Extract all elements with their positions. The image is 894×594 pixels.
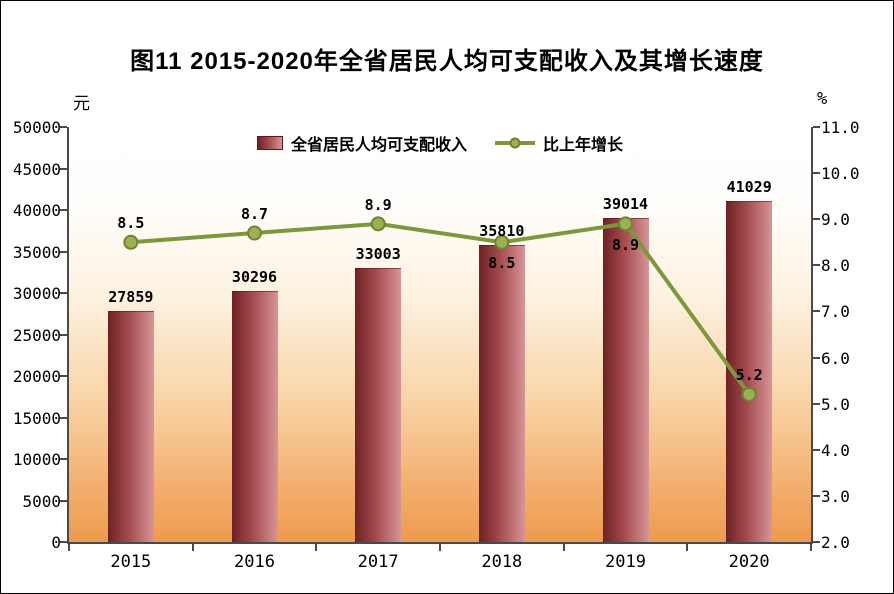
bar-2017 xyxy=(355,268,402,542)
line-point-marker xyxy=(370,216,386,232)
bar-2015 xyxy=(107,310,154,542)
line-point-marker xyxy=(123,234,139,250)
left-axis-tick xyxy=(60,541,67,543)
line-point-marker xyxy=(494,234,510,250)
right-axis-tick-label: 11.0 xyxy=(821,118,860,137)
left-axis-tick-label: 15000 xyxy=(12,408,61,428)
left-axis-tick-label: 40000 xyxy=(12,201,61,220)
left-axis-line xyxy=(67,127,69,544)
x-axis-tick xyxy=(810,544,812,551)
left-axis-tick xyxy=(60,333,67,336)
x-axis-label: 2018 xyxy=(481,552,523,572)
x-axis-label: 2020 xyxy=(728,552,770,572)
growth-value-label: 8.7 xyxy=(240,205,269,224)
line-point-marker xyxy=(741,386,757,402)
bar-2019 xyxy=(602,218,649,542)
legend-item-income: 全省居民人均可支配收入 xyxy=(256,131,467,155)
line-series-swatch xyxy=(495,137,535,149)
left-axis-tick-label: 10000 xyxy=(12,450,61,469)
legend-item-growth: 比上年增长 xyxy=(495,131,623,155)
x-axis-line xyxy=(67,542,813,544)
bar-2018 xyxy=(478,244,525,542)
x-axis-tick xyxy=(439,544,441,551)
right-axis-tick xyxy=(813,310,820,313)
right-axis-unit-label: % xyxy=(817,89,828,109)
right-axis-tick-label: 8.0 xyxy=(821,256,850,276)
left-axis-tick-label: 0 xyxy=(51,533,61,552)
right-axis-tick xyxy=(813,172,820,175)
right-axis-tick-label: 9.0 xyxy=(821,210,850,230)
right-axis-tick-label: 10.0 xyxy=(821,164,860,184)
bar-value-label: 27859 xyxy=(108,287,154,306)
right-axis-tick xyxy=(813,402,820,405)
left-axis-tick-label: 25000 xyxy=(12,325,61,345)
left-axis-tick-label: 50000 xyxy=(12,118,61,137)
x-axis-label: 2017 xyxy=(357,552,399,572)
left-axis-tick xyxy=(60,167,67,170)
x-axis-tick xyxy=(562,544,565,551)
legend-label-growth: 比上年增长 xyxy=(543,137,624,154)
line-point-marker xyxy=(618,216,633,232)
bar-value-label: 39014 xyxy=(602,195,649,214)
left-axis-tick xyxy=(60,126,67,128)
bar-series-swatch xyxy=(256,136,283,150)
left-axis-tick-label: 35000 xyxy=(12,242,61,262)
right-axis-tick xyxy=(813,494,820,497)
right-axis-tick-label: 2.0 xyxy=(821,533,850,552)
left-axis-tick xyxy=(60,292,67,294)
bar-value-label: 41029 xyxy=(726,178,772,197)
growth-value-label: 8.5 xyxy=(488,254,516,273)
growth-value-label: 5.2 xyxy=(735,366,763,385)
bar-value-label: 33003 xyxy=(355,245,401,264)
left-axis-tick xyxy=(60,499,67,502)
left-axis-tick xyxy=(60,250,67,253)
bar-2016 xyxy=(231,290,278,542)
bar-value-label: 30296 xyxy=(231,267,278,286)
right-axis-line xyxy=(811,127,813,544)
legend: 全省居民人均可支配收入 比上年增长 xyxy=(69,131,811,155)
x-axis-tick xyxy=(315,544,318,551)
left-axis-tick xyxy=(60,458,67,460)
chart-title: 图11 2015-2020年全省居民人均可支配收入及其增长速度 xyxy=(130,48,764,75)
left-axis-tick-label: 20000 xyxy=(12,367,61,386)
growth-line xyxy=(123,216,757,402)
growth-value-label: 8.9 xyxy=(611,235,640,254)
left-axis-unit-label: 元 xyxy=(73,94,90,114)
left-axis-tick-label: 5000 xyxy=(22,491,61,511)
growth-value-label: 8.5 xyxy=(117,214,145,233)
left-axis-tick xyxy=(60,209,67,211)
right-axis-tick xyxy=(813,218,820,221)
right-axis-tick-label: 5.0 xyxy=(821,394,850,414)
left-axis-tick-label: 45000 xyxy=(12,159,61,179)
right-axis-tick xyxy=(813,264,820,267)
right-axis-tick xyxy=(813,356,820,359)
x-axis-tick xyxy=(68,544,70,551)
bar-value-label: 35810 xyxy=(479,221,525,240)
line-point-marker xyxy=(247,225,262,241)
left-axis-tick xyxy=(60,416,67,419)
line-marker-icon xyxy=(509,137,521,149)
x-axis-tick xyxy=(686,544,689,551)
plot-area: 27859 30296 33003 35810 39014 41029 8.5 8.7 8.9 8… xyxy=(69,127,811,542)
right-axis-tick xyxy=(813,541,820,543)
x-axis-label: 2016 xyxy=(234,552,275,572)
legend-label-income: 全省居民人均可支配收入 xyxy=(290,137,467,154)
x-axis-label: 2015 xyxy=(110,552,152,572)
right-axis-tick-label: 7.0 xyxy=(821,302,850,322)
right-axis-tick xyxy=(813,126,820,128)
growth-value-label: 8.9 xyxy=(364,195,392,214)
left-axis-tick-label: 30000 xyxy=(12,284,61,303)
right-axis-tick-label: 6.0 xyxy=(821,348,850,368)
right-axis-tick xyxy=(813,448,820,451)
right-axis-tick-label: 4.0 xyxy=(821,440,850,460)
x-axis-tick xyxy=(191,544,194,551)
right-axis-tick-label: 3.0 xyxy=(821,486,850,506)
x-axis-label: 2019 xyxy=(605,552,646,572)
left-axis-tick xyxy=(60,375,67,377)
